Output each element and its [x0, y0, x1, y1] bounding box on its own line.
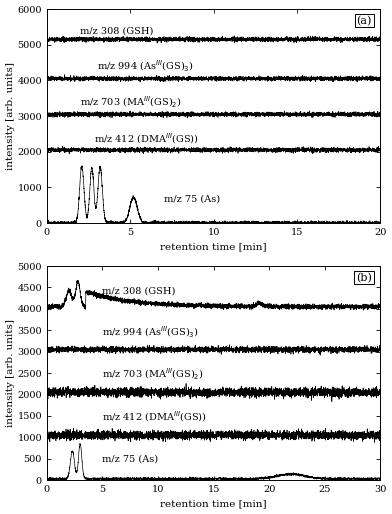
Text: m/z 75 (As): m/z 75 (As) [102, 454, 158, 463]
X-axis label: retention time [min]: retention time [min] [160, 500, 267, 508]
Text: m/z 994 (As$^{III}$(GS)$_3$): m/z 994 (As$^{III}$(GS)$_3$) [97, 59, 194, 75]
Text: (a): (a) [357, 15, 372, 26]
Text: m/z 308 (GSH): m/z 308 (GSH) [80, 26, 154, 35]
X-axis label: retention time [min]: retention time [min] [160, 243, 267, 251]
Text: m/z 994 (As$^{III}$(GS)$_3$): m/z 994 (As$^{III}$(GS)$_3$) [102, 325, 199, 340]
Text: m/z 75 (As): m/z 75 (As) [163, 194, 220, 204]
Text: (b): (b) [356, 272, 372, 283]
Y-axis label: intensity [arb. units]: intensity [arb. units] [5, 62, 15, 170]
Text: m/z 703 (MA$^{III}$(GS)$_2$): m/z 703 (MA$^{III}$(GS)$_2$) [80, 95, 182, 110]
Y-axis label: intensity [arb. units]: intensity [arb. units] [5, 319, 15, 427]
Text: m/z 412 (DMA$^{III}$(GS)): m/z 412 (DMA$^{III}$(GS)) [102, 410, 207, 425]
Text: m/z 703 (MA$^{III}$(GS)$_2$): m/z 703 (MA$^{III}$(GS)$_2$) [102, 366, 204, 381]
Text: m/z 308 (GSH): m/z 308 (GSH) [102, 286, 176, 295]
Text: m/z 412 (DMA$^{III}$(GS)): m/z 412 (DMA$^{III}$(GS)) [94, 131, 198, 145]
